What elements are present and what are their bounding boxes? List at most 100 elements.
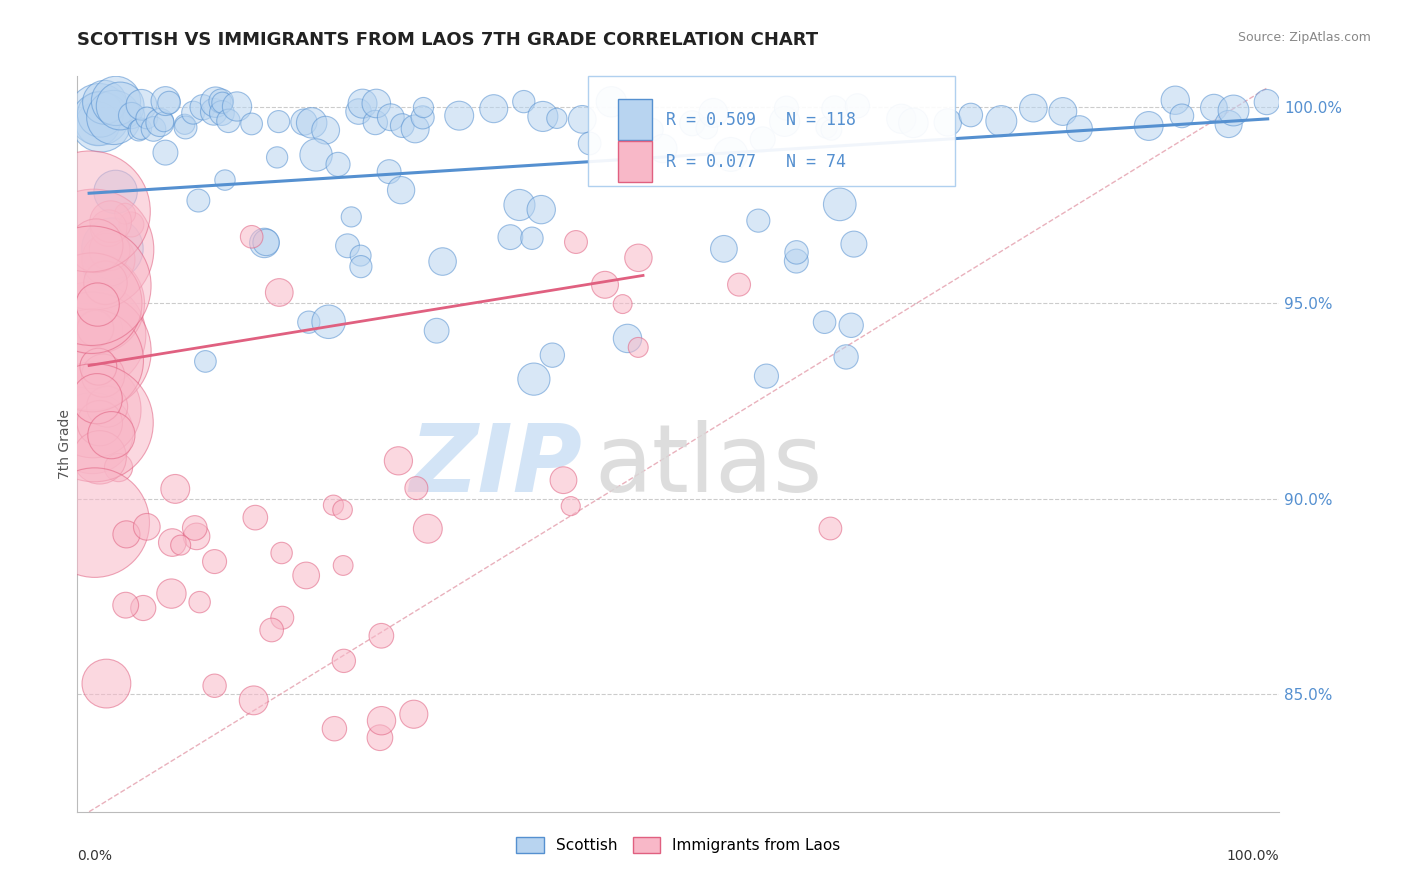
Point <box>103 111 125 125</box>
Point <box>204 555 226 569</box>
Point <box>368 731 391 745</box>
Point <box>305 148 328 162</box>
Point <box>96 400 118 414</box>
Point <box>1164 93 1187 107</box>
Point <box>165 482 187 496</box>
Point <box>135 111 157 125</box>
Point <box>82 243 104 257</box>
Point <box>1022 101 1045 115</box>
Point <box>89 107 111 121</box>
Point <box>97 252 120 267</box>
Point <box>959 108 981 122</box>
Point <box>83 416 105 430</box>
Point <box>153 115 176 129</box>
Point <box>93 95 115 110</box>
Point <box>508 198 530 212</box>
Bar <box>619 142 652 182</box>
Point <box>204 679 226 693</box>
Point <box>387 454 409 468</box>
Point <box>184 521 207 535</box>
Point <box>571 112 593 127</box>
Point <box>89 450 111 465</box>
Point <box>835 350 858 364</box>
Point <box>936 115 959 129</box>
Point <box>600 95 623 109</box>
Point <box>370 629 392 643</box>
Point <box>412 101 434 115</box>
Point <box>402 707 425 722</box>
Y-axis label: 7th Grade: 7th Grade <box>58 409 72 479</box>
Point <box>366 96 388 111</box>
Point <box>651 142 673 156</box>
Point <box>546 112 568 126</box>
Point <box>380 110 402 124</box>
Point <box>541 348 564 362</box>
Point <box>114 207 136 221</box>
Point <box>813 315 835 329</box>
Point <box>298 315 321 329</box>
Point <box>245 510 267 524</box>
Text: SCOTTISH VS IMMIGRANTS FROM LAOS 7TH GRADE CORRELATION CHART: SCOTTISH VS IMMIGRANTS FROM LAOS 7TH GRA… <box>77 31 818 49</box>
Point <box>333 654 356 668</box>
Text: ZIP: ZIP <box>409 420 582 512</box>
Point <box>824 102 846 116</box>
Point <box>578 136 600 151</box>
Point <box>1202 101 1225 115</box>
Point <box>332 502 354 516</box>
Point <box>641 122 664 136</box>
Bar <box>619 99 652 140</box>
Point <box>80 344 103 359</box>
Text: R = 0.509   N = 118: R = 0.509 N = 118 <box>666 111 856 128</box>
Point <box>820 122 842 136</box>
Point <box>96 676 118 690</box>
Point <box>350 260 373 274</box>
Point <box>890 112 912 126</box>
Point <box>209 94 232 108</box>
Point <box>513 95 536 109</box>
Point <box>89 107 111 121</box>
Point <box>301 116 323 130</box>
Point <box>181 105 204 120</box>
Point <box>627 251 650 265</box>
Point <box>426 324 449 338</box>
Text: atlas: atlas <box>595 420 823 512</box>
Point <box>1256 95 1278 109</box>
Point <box>129 121 152 136</box>
Point <box>990 114 1012 128</box>
Point <box>186 529 208 543</box>
Point <box>820 521 842 535</box>
Point <box>253 235 276 250</box>
Point <box>352 96 374 111</box>
Point <box>499 230 522 244</box>
Point <box>1218 117 1240 131</box>
Point <box>370 714 392 728</box>
Point <box>405 481 427 495</box>
Point <box>364 115 387 129</box>
Point <box>323 722 346 736</box>
Point <box>80 296 103 310</box>
Point <box>174 120 197 135</box>
Point <box>336 239 359 253</box>
Point <box>132 601 155 615</box>
Point <box>104 185 127 199</box>
Point <box>565 235 588 249</box>
Point <box>157 95 180 110</box>
Point <box>326 157 349 171</box>
Point <box>1137 119 1160 133</box>
Point <box>214 173 236 187</box>
Point <box>97 221 120 235</box>
Point <box>773 114 796 128</box>
Point <box>786 245 808 260</box>
Point <box>842 237 865 252</box>
Point <box>84 238 107 252</box>
Text: R = 0.077   N = 74: R = 0.077 N = 74 <box>666 153 846 170</box>
Point <box>416 522 439 536</box>
Point <box>1052 104 1074 119</box>
Point <box>101 242 124 256</box>
Point <box>266 150 288 164</box>
Point <box>155 145 177 160</box>
Point <box>86 392 108 406</box>
Point <box>720 147 742 161</box>
Point <box>404 121 426 136</box>
Point <box>903 116 925 130</box>
